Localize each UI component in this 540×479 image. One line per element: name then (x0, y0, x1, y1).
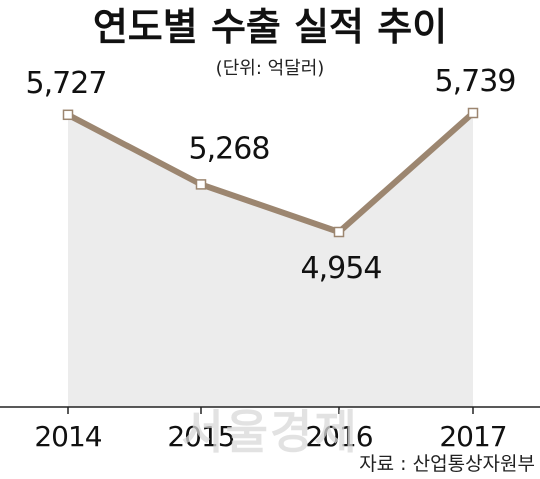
data-point-2017 (467, 107, 479, 119)
data-label-2016: 4,954 (301, 251, 382, 286)
x-tick-label-2017: 2017 (439, 420, 506, 453)
data-point-2016 (333, 226, 345, 238)
series-line (65, 110, 476, 235)
chart-title: 연도별 수출 실적 추이 (93, 5, 447, 49)
source-note: 자료 : 산업통상자원부 (359, 453, 535, 475)
x-tick-label-2016: 2016 (305, 420, 372, 453)
watermark: 서울경제 (181, 405, 358, 459)
data-point-2014 (62, 109, 74, 121)
chart-subtitle: (단위: 억달러) (216, 58, 325, 79)
area-fill (68, 113, 473, 407)
plot-area: 5,727 5,268 4,954 5,739 2014 2015 2016 2017 (0, 64, 540, 453)
x-tick-label-2015: 2015 (167, 420, 234, 453)
data-label-2017: 5,739 (435, 64, 516, 99)
data-point-2015 (195, 179, 207, 190)
data-label-2014: 5,727 (26, 66, 107, 101)
data-label-2015: 5,268 (189, 131, 270, 166)
x-tick-label-2014: 2014 (34, 420, 101, 453)
